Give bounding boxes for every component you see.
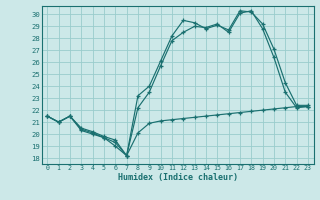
X-axis label: Humidex (Indice chaleur): Humidex (Indice chaleur) xyxy=(118,173,237,182)
